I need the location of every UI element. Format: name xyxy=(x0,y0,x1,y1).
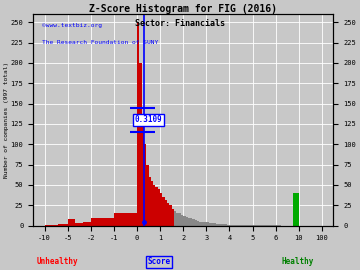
Bar xyxy=(58,224,63,226)
Bar xyxy=(54,225,58,226)
Bar xyxy=(139,63,141,226)
Bar xyxy=(165,200,167,226)
Bar xyxy=(195,220,197,226)
Bar xyxy=(181,215,183,226)
Bar xyxy=(211,223,213,226)
Bar xyxy=(183,216,185,226)
Bar xyxy=(248,225,252,226)
Bar xyxy=(63,224,68,226)
Bar xyxy=(264,225,276,226)
Text: ©www.textbiz.org: ©www.textbiz.org xyxy=(42,23,102,28)
Y-axis label: Number of companies (997 total): Number of companies (997 total) xyxy=(4,62,9,178)
Bar xyxy=(188,218,190,226)
Text: The Research Foundation of SUNY: The Research Foundation of SUNY xyxy=(42,40,158,45)
Bar xyxy=(293,193,299,226)
Bar xyxy=(151,181,153,226)
Bar xyxy=(172,209,174,226)
Bar xyxy=(276,225,282,226)
Bar xyxy=(68,219,75,226)
Bar xyxy=(243,225,248,226)
Bar xyxy=(197,221,199,226)
Bar xyxy=(202,222,204,226)
Bar xyxy=(162,197,165,226)
Bar xyxy=(156,187,158,226)
Bar xyxy=(45,225,49,226)
Text: Healthy: Healthy xyxy=(281,257,314,266)
Bar xyxy=(216,224,218,226)
Bar xyxy=(204,222,206,226)
Bar xyxy=(83,222,91,226)
Text: Unhealthy: Unhealthy xyxy=(36,257,78,266)
Bar xyxy=(167,203,169,226)
Bar xyxy=(213,223,216,226)
Bar xyxy=(149,177,151,226)
Bar xyxy=(299,222,300,226)
Bar xyxy=(137,22,139,226)
Bar xyxy=(75,223,83,226)
Bar xyxy=(160,193,162,226)
Bar xyxy=(169,205,172,226)
Bar xyxy=(222,224,225,226)
Text: Sector: Financials: Sector: Financials xyxy=(135,19,225,28)
Bar xyxy=(91,218,114,226)
Bar xyxy=(252,225,264,226)
Bar xyxy=(199,222,202,226)
Bar xyxy=(193,219,195,226)
Bar xyxy=(185,217,188,226)
Bar xyxy=(227,225,229,226)
Text: 0.3109: 0.3109 xyxy=(135,115,162,124)
Bar xyxy=(234,225,239,226)
Bar xyxy=(225,224,227,226)
Bar xyxy=(144,144,146,226)
Bar xyxy=(153,185,156,226)
Bar xyxy=(114,214,137,226)
Bar xyxy=(158,189,160,226)
Bar xyxy=(49,225,54,226)
Bar xyxy=(179,214,181,226)
Text: Score: Score xyxy=(148,257,171,266)
Bar xyxy=(220,224,222,226)
Bar xyxy=(208,223,211,226)
Bar xyxy=(174,211,176,226)
Title: Z-Score Histogram for FIG (2016): Z-Score Histogram for FIG (2016) xyxy=(89,4,277,14)
Bar xyxy=(206,222,208,226)
Bar xyxy=(239,225,243,226)
Bar xyxy=(229,225,234,226)
Bar xyxy=(176,213,179,226)
Bar xyxy=(190,218,193,226)
Bar xyxy=(146,165,149,226)
Bar xyxy=(218,224,220,226)
Bar xyxy=(141,120,144,226)
